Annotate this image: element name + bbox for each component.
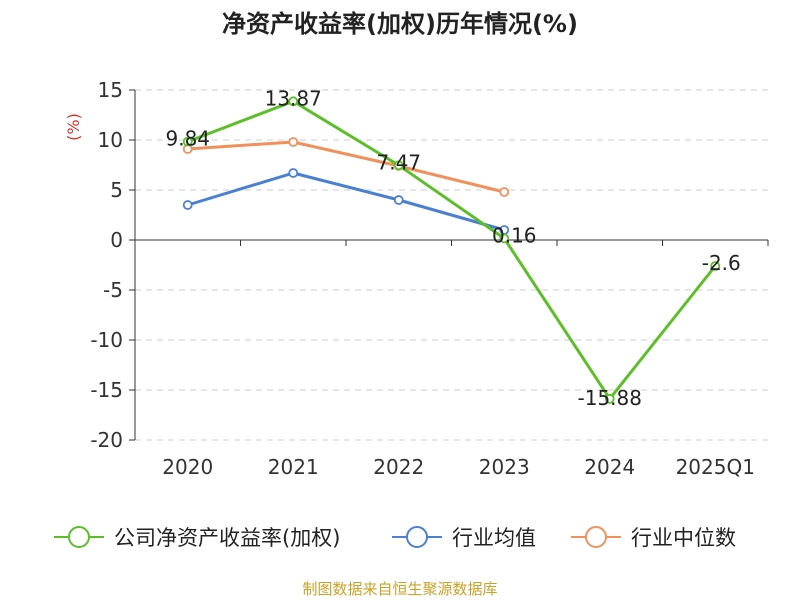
series-line bbox=[187, 99, 717, 401]
data-point[interactable] bbox=[288, 96, 299, 107]
data-label: -2.6 bbox=[702, 251, 741, 275]
data-point[interactable] bbox=[288, 168, 299, 178]
data-label: 13.87 bbox=[265, 86, 322, 110]
data-point[interactable] bbox=[182, 200, 193, 210]
source-footer: 制图数据来自恒生聚源数据库 bbox=[302, 580, 498, 598]
x-tick-label: 2021 bbox=[268, 455, 319, 479]
data-point[interactable] bbox=[499, 187, 510, 197]
legend-item[interactable]: 公司净资产收益率(加权) bbox=[54, 526, 340, 550]
data-label: 7.47 bbox=[376, 150, 421, 174]
data-point[interactable] bbox=[604, 393, 615, 404]
data-point[interactable] bbox=[499, 233, 510, 244]
data-label: 9.84 bbox=[165, 127, 210, 151]
data-point[interactable] bbox=[393, 195, 404, 205]
grid-lines bbox=[135, 89, 768, 441]
y-tick-label: 15 bbox=[98, 78, 123, 102]
y-tick-label: -10 bbox=[90, 328, 123, 352]
x-tick-label: 2022 bbox=[373, 455, 424, 479]
x-tick-label: 2025Q1 bbox=[676, 455, 755, 479]
legend-label: 公司净资产收益率(加权) bbox=[114, 526, 340, 550]
data-point[interactable] bbox=[393, 160, 404, 171]
data-label: 0.16 bbox=[492, 223, 537, 247]
legend-marker bbox=[68, 526, 90, 548]
y-tick-label: 0 bbox=[110, 228, 123, 252]
y-tick-label: -20 bbox=[90, 428, 123, 452]
series-line bbox=[187, 140, 505, 194]
legend-item[interactable]: 行业均值 bbox=[392, 526, 536, 550]
legend-label: 行业中位数 bbox=[631, 526, 736, 550]
data-point[interactable] bbox=[182, 136, 193, 147]
x-tick-label: 2023 bbox=[479, 455, 530, 479]
data-label: -15.88 bbox=[578, 386, 642, 410]
data-point[interactable] bbox=[288, 137, 299, 147]
legend-label: 行业均值 bbox=[452, 526, 536, 550]
series-line bbox=[187, 171, 505, 232]
y-tick-label: 10 bbox=[98, 128, 123, 152]
x-tick-label: 2020 bbox=[162, 455, 213, 479]
legend[interactable]: 公司净资产收益率(加权) 行业均值 行业中位数 bbox=[54, 526, 736, 550]
y-axis-label: (%) bbox=[64, 113, 83, 141]
legend-item[interactable]: 行业中位数 bbox=[571, 526, 736, 550]
chart-title: 净资产收益率(加权)历年情况(%) bbox=[222, 10, 578, 38]
data-point[interactable] bbox=[710, 261, 721, 271]
x-tick-label: 2024 bbox=[584, 455, 635, 479]
legend-marker bbox=[585, 526, 607, 548]
series-lines bbox=[182, 96, 721, 404]
data-labels: 9.84 13.87 7.47 0.16 -15.88 -2.6 bbox=[165, 86, 741, 410]
y-tick-label: -5 bbox=[103, 278, 123, 302]
axes: 15 10 5 0 -5 -10 -15 -20 2020 2021 2022 2023 2024 202… bbox=[64, 78, 769, 479]
legend-marker bbox=[406, 526, 428, 548]
y-tick-label: -15 bbox=[90, 378, 123, 402]
y-tick-label: 5 bbox=[110, 178, 123, 202]
